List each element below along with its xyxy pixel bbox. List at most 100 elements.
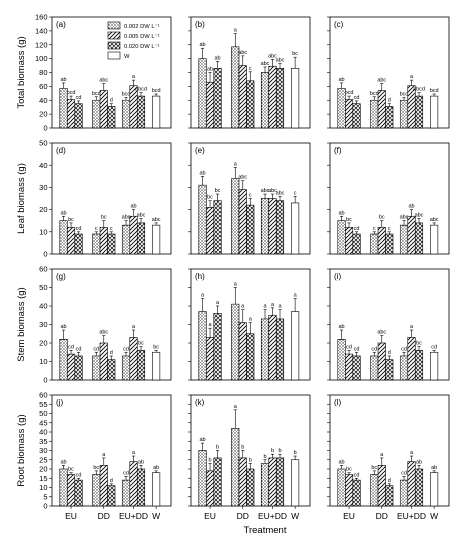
significance-letter: bcd — [152, 88, 161, 94]
significance-letter: a — [201, 293, 205, 299]
significance-letter: ab — [338, 77, 344, 83]
x-tick-label: EU+DD — [397, 511, 426, 521]
significance-letter: c — [249, 66, 252, 72]
y-tick-label: 60 — [39, 82, 47, 91]
bar — [275, 68, 285, 129]
y-tick-label: 20 — [39, 339, 47, 348]
significance-letter: a — [132, 324, 136, 330]
bar — [205, 337, 215, 381]
significance-letter: a — [249, 317, 253, 323]
significance-letter: ab — [338, 210, 344, 216]
legend-label: 0.002 DW L⁻¹ — [124, 24, 160, 30]
bar — [399, 224, 409, 255]
y-tick-label: 30 — [39, 446, 47, 455]
y-tick-label: 40 — [39, 96, 47, 105]
significance-letter: bcd — [92, 91, 101, 97]
x-tick-label: DD — [237, 511, 249, 521]
bar — [260, 318, 270, 381]
bar — [407, 215, 416, 255]
panel-label: (g) — [56, 272, 66, 281]
significance-letter: c — [95, 226, 98, 232]
significance-letter: a — [410, 324, 414, 330]
bar — [121, 99, 131, 129]
significance-letter: abc — [122, 215, 131, 221]
bar — [268, 65, 277, 129]
bar — [121, 224, 131, 255]
bar — [385, 359, 394, 381]
y-tick-label: 30 — [39, 183, 47, 192]
bar — [246, 204, 255, 255]
significance-letter: abc — [415, 212, 424, 218]
significance-letter: abc — [377, 78, 386, 84]
bar — [377, 464, 386, 507]
panel-a: 020406080100120140160(a)abbcdcdbcdabcdbc… — [35, 13, 172, 133]
x-tick-label: W — [291, 511, 299, 521]
bar — [238, 457, 247, 507]
significance-letter: ab — [60, 324, 66, 330]
significance-letter: c — [388, 226, 391, 232]
bar — [198, 311, 207, 381]
bar — [74, 233, 83, 255]
significance-letter: bcd — [430, 88, 439, 94]
bar — [385, 106, 394, 129]
bar — [99, 227, 108, 255]
significance-letter: d — [388, 350, 391, 356]
y-tick-label: 20 — [39, 205, 47, 214]
x-tick-label: EU — [343, 511, 355, 521]
panel-label: (f) — [334, 146, 342, 155]
bar — [268, 314, 277, 381]
significance-letter: a — [271, 302, 275, 308]
bar — [414, 468, 424, 507]
y-tick-label: 5 — [43, 492, 47, 501]
significance-letter: d — [110, 350, 113, 356]
bar — [66, 99, 76, 129]
panel-label: (c) — [334, 20, 344, 29]
bar — [430, 351, 439, 381]
x-axis-title: Treatment — [244, 525, 287, 536]
significance-letter: bc — [416, 341, 422, 347]
bar — [275, 318, 285, 381]
bar — [136, 95, 146, 129]
significance-letter: c — [294, 190, 297, 196]
significance-letter: bcd — [122, 91, 131, 97]
y-tick-label: 10 — [39, 483, 47, 492]
bar — [385, 485, 394, 507]
significance-letter: bcd — [67, 90, 76, 96]
significance-letter: abc — [261, 61, 270, 67]
significance-letter: abc — [238, 50, 247, 56]
significance-letter: abc — [268, 53, 277, 59]
legend: 0.002 DW L⁻¹ 0.005 DW L⁻¹ 0.020 DW L⁻¹ W — [107, 21, 160, 60]
significance-letter: b — [271, 448, 274, 454]
significance-letter: abc — [268, 188, 277, 194]
y-tick-label: 20 — [39, 110, 47, 119]
significance-letter: cd — [401, 346, 407, 352]
significance-letter: cd — [68, 344, 74, 350]
bar — [430, 224, 439, 255]
y-tick-label: 120 — [35, 40, 48, 49]
y-tick-label: 50 — [39, 139, 47, 148]
y-tick-label: 60 — [39, 391, 47, 400]
significance-letter: ab — [431, 465, 437, 471]
legend-label: W — [124, 54, 130, 60]
significance-letter: abc — [238, 175, 247, 181]
significance-letter: b — [209, 457, 212, 463]
legend-swatch — [107, 41, 121, 50]
y-axis-title: Stem biomass (g) — [16, 287, 27, 361]
significance-letter: abc — [99, 330, 108, 336]
significance-letter: a — [234, 161, 238, 167]
y-tick-label: 10 — [39, 227, 47, 236]
significance-letter: d — [388, 98, 391, 104]
bar — [430, 472, 439, 507]
bar — [129, 461, 138, 507]
significance-letter: ab — [338, 324, 344, 330]
bar — [205, 81, 215, 129]
significance-letter: b — [263, 454, 266, 460]
bar — [377, 342, 386, 381]
bar — [370, 233, 379, 255]
bar — [152, 351, 161, 381]
x-tick-label: W — [152, 511, 160, 521]
significance-letter: ab — [214, 55, 220, 61]
